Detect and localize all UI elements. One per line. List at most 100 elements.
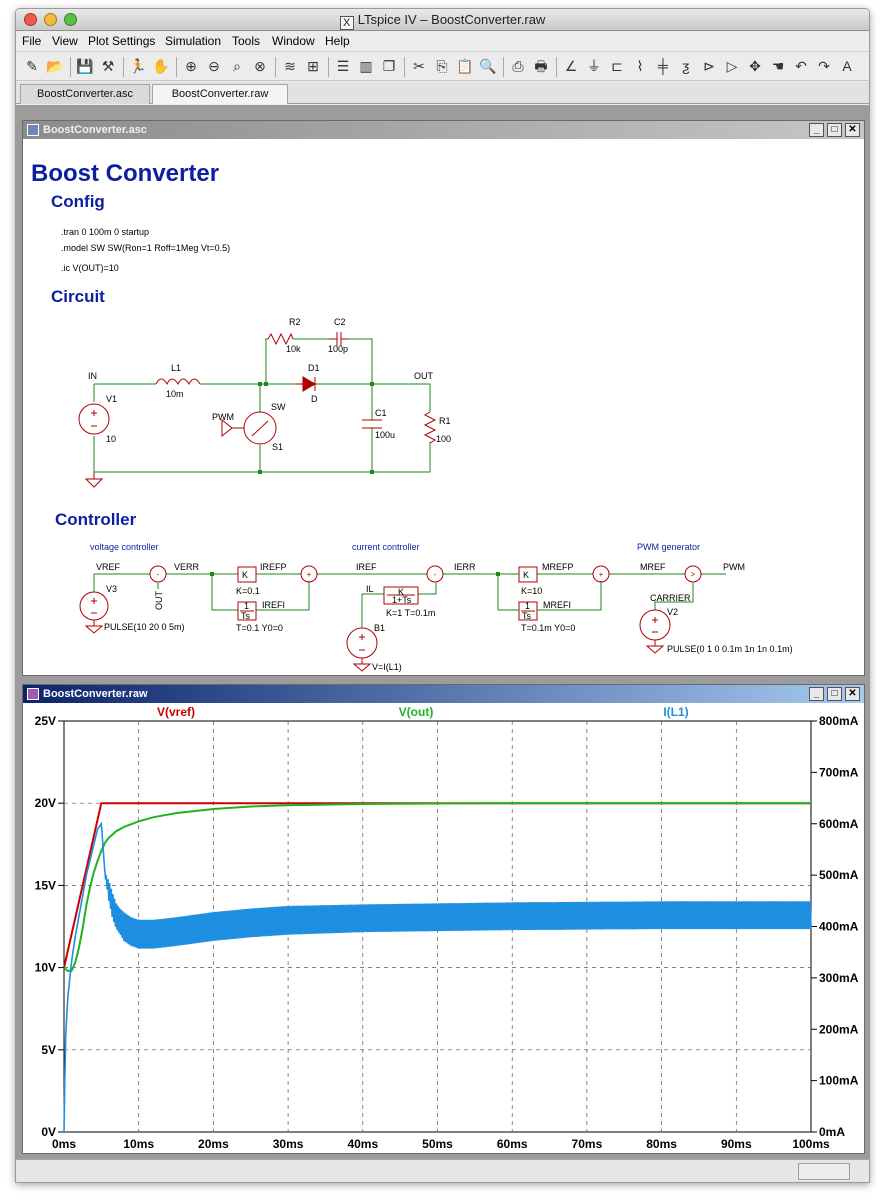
controller-junctions — [210, 572, 500, 576]
new-schematic-icon[interactable]: ✎ — [26, 58, 38, 74]
x-tick-label: 70ms — [572, 1137, 603, 1150]
control-panel-icon[interactable]: ⚒ — [101, 58, 115, 74]
x-tick-label: 30ms — [273, 1137, 304, 1150]
label-i1-value: T=0.1 Y0=0 — [236, 623, 283, 633]
halt-icon[interactable]: ✋ — [152, 58, 170, 74]
toolbar-separator — [328, 57, 329, 77]
autorange-icon[interactable]: ≋ — [284, 58, 296, 74]
x-tick-label: 50ms — [422, 1137, 453, 1150]
menu-view[interactable]: View — [52, 34, 78, 48]
waveform-window-titlebar[interactable]: BoostConverter.raw _ □ ✕ — [23, 685, 864, 703]
move-icon[interactable]: ✥ — [749, 58, 761, 74]
schematic-canvas[interactable]: Boost Converter Config .tran 0 100m 0 st… — [26, 140, 861, 672]
diode-fill — [303, 377, 315, 391]
label-l1: L1 — [171, 363, 181, 373]
left-tick-label: 0V — [41, 1125, 56, 1139]
x-tick-label: 60ms — [497, 1137, 528, 1150]
zoom-fit-icon[interactable]: ⌕ — [233, 58, 241, 74]
save-icon[interactable]: 💾 — [76, 58, 94, 74]
label-k2-value: K=10 — [521, 586, 542, 596]
waveform-canvas[interactable]: 0ms 10ms 20ms 30ms 40ms 50ms 60ms 70ms 80ms 90ms 1… — [26, 704, 861, 1150]
controller-heading: Controller — [55, 510, 137, 529]
print-setup-icon[interactable]: ⎙ — [512, 58, 524, 74]
cascade-icon[interactable]: ❐ — [382, 58, 396, 74]
zoom-in-icon[interactable]: ⊕ — [185, 58, 197, 74]
open-icon[interactable]: 📂 — [46, 58, 64, 74]
x-tick-label: 100ms — [792, 1137, 830, 1150]
schematic-window-titlebar[interactable]: BoostConverter.asc _ □ ✕ — [23, 121, 864, 139]
run-icon[interactable]: 🏃 — [129, 58, 147, 74]
label-mrefi: MREFI — [543, 600, 571, 610]
wire-icon[interactable]: ∠ — [564, 58, 578, 74]
schematic-drawing[interactable]: Boost Converter Config .tran 0 100m 0 st… — [26, 140, 861, 672]
ground-icon[interactable]: ⏚ — [587, 58, 601, 74]
title-bar[interactable]: X LTspice IV – BoostConverter.raw — [16, 9, 869, 31]
x11-icon: X — [339, 16, 354, 30]
waveform-plot[interactable]: 0ms 10ms 20ms 30ms 40ms 50ms 60ms 70ms 80ms 90ms 1… — [26, 704, 861, 1150]
find-icon[interactable]: 🔍 — [479, 58, 497, 74]
menu-file[interactable]: File — [22, 34, 42, 48]
menu-simulation[interactable]: Simulation — [165, 34, 222, 48]
controller-wires — [93, 573, 726, 628]
paste-icon[interactable]: 📋 — [456, 58, 474, 74]
drag-icon[interactable]: ☚ — [771, 58, 785, 74]
close-window-button[interactable] — [24, 13, 37, 26]
close-plot-button[interactable]: ✕ — [845, 687, 860, 701]
directive-tran[interactable]: .tran 0 100m 0 startup — [61, 227, 149, 237]
text-icon[interactable]: A — [842, 58, 852, 74]
cut-icon[interactable]: ✂ — [413, 58, 425, 74]
waveform-window: BoostConverter.raw _ □ ✕ 0ms 10ms 20ms 30ms… — [22, 684, 865, 1154]
circuit-wires — [93, 338, 431, 473]
print-icon[interactable]: 🖶 — [534, 58, 548, 74]
tab-boostconverter-raw[interactable]: BoostConverter.raw — [152, 84, 288, 104]
left-tick-label: 15V — [35, 878, 56, 892]
tile-horizontal-icon[interactable]: ☰ — [336, 58, 350, 74]
directive-model[interactable]: .model SW SW(Ron=1 Roff=1Meg Vt=0.5) — [61, 243, 230, 253]
status-bar — [16, 1159, 869, 1182]
label-net-icon[interactable]: ⊏ — [611, 58, 623, 74]
diode-icon[interactable]: ⊳ — [703, 58, 715, 74]
tab-boostconverter-asc[interactable]: BoostConverter.asc — [20, 84, 150, 104]
maximize-child-button[interactable]: □ — [827, 123, 842, 137]
block-i1-num: 1 — [244, 601, 249, 611]
minimize-plot-button[interactable]: _ — [809, 687, 824, 701]
menu-help[interactable]: Help — [325, 34, 350, 48]
menu-tools[interactable]: Tools — [232, 34, 261, 48]
right-tick-label: 0mA — [819, 1125, 845, 1139]
zoom-out-icon[interactable]: ⊖ — [208, 58, 220, 74]
right-tick-label: 100mA — [819, 1074, 859, 1088]
label-r1: R1 — [439, 416, 451, 426]
config-heading: Config — [51, 192, 105, 211]
legend-vvref: V(vref) — [157, 705, 195, 719]
inductor-icon[interactable]: ƺ — [682, 58, 690, 74]
maximize-plot-button[interactable]: □ — [827, 687, 842, 701]
pick-visible-traces-icon[interactable]: ⊞ — [307, 58, 319, 74]
label-v3: V3 — [106, 584, 117, 594]
zoom-window-button[interactable] — [64, 13, 77, 26]
menu-plot-settings[interactable]: Plot Settings — [88, 34, 156, 48]
copy-icon[interactable]: ⎘ — [436, 58, 448, 74]
zoom-cancel-icon[interactable]: ⊗ — [254, 58, 266, 74]
menu-window[interactable]: Window — [272, 34, 315, 48]
minimize-child-button[interactable]: _ — [809, 123, 824, 137]
minimize-window-button[interactable] — [44, 13, 57, 26]
block-k1: K — [242, 570, 248, 580]
tile-vertical-icon[interactable]: ▥ — [359, 58, 373, 74]
label-v3-value: PULSE(10 20 0 5m) — [104, 622, 185, 632]
left-tick-label: 5V — [41, 1043, 56, 1057]
capacitor-icon[interactable]: ╪ — [658, 58, 668, 74]
label-pwm-generator: PWM generator — [637, 542, 700, 552]
label-voltage-controller: voltage controller — [90, 542, 159, 552]
directive-ic[interactable]: .ic V(OUT)=10 — [61, 263, 119, 273]
toolbar-separator — [123, 57, 124, 77]
resistor-icon[interactable]: ⌇ — [636, 58, 644, 74]
component-icon[interactable]: ▷ — [726, 58, 738, 74]
undo-icon[interactable]: ↶ — [795, 58, 807, 74]
label-c2: C2 — [334, 317, 346, 327]
toolbar-separator — [275, 57, 276, 77]
x-tick-label: 80ms — [646, 1137, 677, 1150]
redo-icon[interactable]: ↷ — [818, 58, 830, 74]
close-child-button[interactable]: ✕ — [845, 123, 860, 137]
label-v2: V2 — [667, 607, 678, 617]
label-v2-value: PULSE(0 1 0 0.1m 1n 1n 0.1m) — [667, 644, 793, 654]
